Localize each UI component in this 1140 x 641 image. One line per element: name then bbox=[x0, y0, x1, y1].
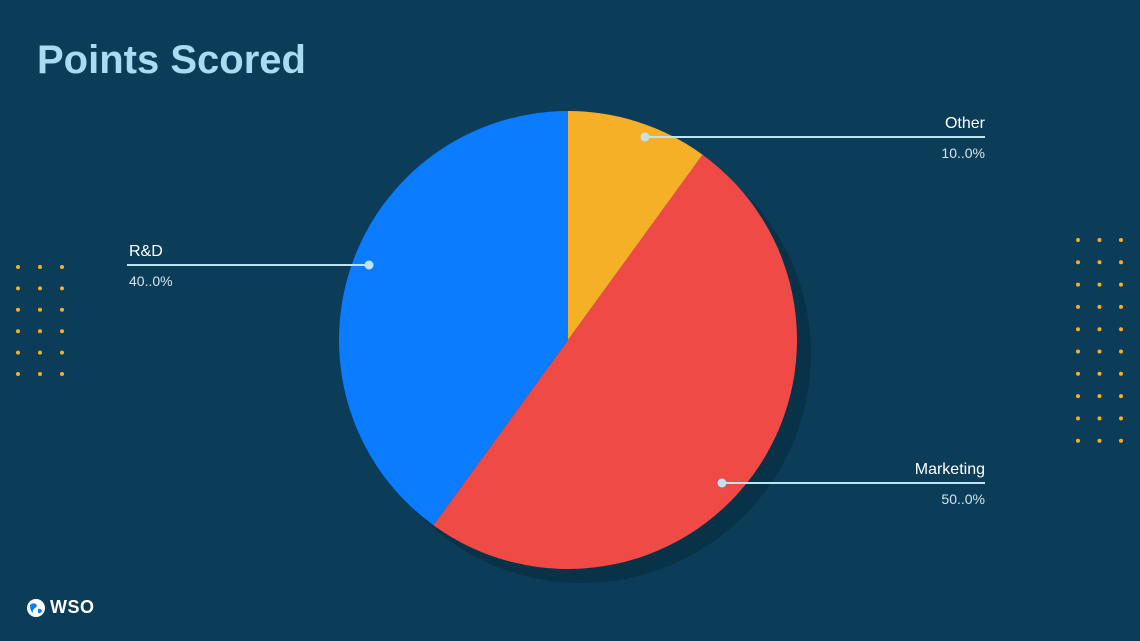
decorative-dot bbox=[1097, 371, 1102, 376]
decorative-dot bbox=[1076, 371, 1080, 376]
decorative-dot bbox=[60, 286, 64, 291]
decorative-dot bbox=[1097, 394, 1102, 399]
decorative-dot bbox=[1097, 260, 1102, 265]
slice-value: 10..0% bbox=[941, 145, 985, 161]
decorative-dot bbox=[1119, 416, 1123, 421]
decorative-dot bbox=[1076, 260, 1080, 265]
decorative-dot bbox=[1119, 282, 1123, 287]
decorative-dot bbox=[1076, 327, 1080, 332]
decorative-dot-grid-left bbox=[16, 265, 64, 376]
decorative-dot bbox=[1076, 416, 1080, 421]
decorative-dot bbox=[60, 350, 64, 355]
decorative-dot bbox=[1076, 349, 1080, 354]
decorative-dot bbox=[1097, 416, 1102, 421]
decorative-dot bbox=[38, 329, 42, 334]
decorative-dot bbox=[60, 372, 64, 376]
decorative-dot bbox=[38, 265, 42, 269]
decorative-dot bbox=[16, 372, 20, 376]
decorative-dot-grid-right bbox=[1076, 238, 1123, 443]
pie-slice-r-d bbox=[339, 111, 568, 526]
decorative-dot bbox=[1076, 394, 1080, 399]
decorative-dot bbox=[1097, 349, 1102, 354]
decorative-dot bbox=[1097, 282, 1102, 287]
brand-logo: WSO bbox=[26, 597, 95, 618]
decorative-dot bbox=[16, 307, 20, 312]
brand-text: WSO bbox=[50, 597, 95, 617]
decorative-dot bbox=[38, 286, 42, 291]
decorative-dot bbox=[60, 307, 64, 312]
slice-value: 40..0% bbox=[129, 273, 173, 289]
slice-label: R&D bbox=[129, 243, 163, 260]
decorative-dot bbox=[1119, 327, 1123, 332]
slice-labels: Other 10..0% Marketing 50..0% R&D 40..0% bbox=[127, 115, 986, 507]
decorative-dot bbox=[38, 307, 42, 312]
decorative-dot bbox=[1097, 304, 1102, 309]
slice-label: Other bbox=[945, 115, 986, 132]
slice-label: Marketing bbox=[915, 461, 985, 478]
decorative-dot bbox=[1076, 438, 1080, 443]
pie-slice-other bbox=[568, 111, 703, 340]
pie-slice-marketing bbox=[433, 154, 798, 569]
decorative-dot bbox=[1097, 327, 1102, 332]
pie-slices bbox=[339, 111, 798, 569]
decorative-dot bbox=[1076, 282, 1080, 287]
decorative-dot bbox=[16, 265, 20, 269]
decorative-dot bbox=[1119, 304, 1123, 309]
decorative-dot bbox=[1119, 260, 1123, 265]
decorative-dot bbox=[1119, 349, 1123, 354]
globe-icon bbox=[27, 598, 45, 617]
decorative-dot bbox=[1119, 371, 1123, 376]
decorative-dot bbox=[16, 329, 20, 334]
decorative-dot bbox=[60, 265, 64, 269]
decorative-dot bbox=[1119, 394, 1123, 399]
leader-dot bbox=[717, 478, 727, 488]
decorative-dot bbox=[1119, 438, 1123, 443]
decorative-dot bbox=[1097, 238, 1102, 242]
decorative-dot bbox=[38, 350, 42, 355]
decorative-dot bbox=[1076, 238, 1080, 242]
chart-title: Points Scored bbox=[37, 38, 306, 82]
decorative-dot bbox=[1119, 238, 1123, 242]
leader-dot bbox=[640, 132, 650, 142]
decorative-dot bbox=[16, 350, 20, 355]
decorative-dot bbox=[1097, 438, 1102, 443]
decorative-dot bbox=[16, 286, 20, 291]
decorative-dot bbox=[38, 372, 42, 376]
decorative-dot bbox=[60, 329, 64, 334]
leader-dot bbox=[364, 260, 374, 270]
decorative-dot bbox=[1076, 304, 1080, 309]
slice-value: 50..0% bbox=[941, 491, 985, 507]
